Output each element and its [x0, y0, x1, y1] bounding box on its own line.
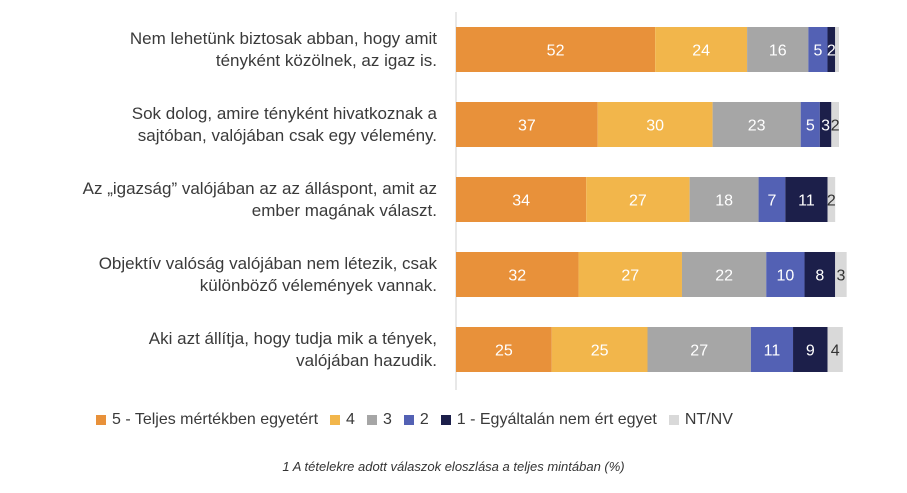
data-label: 3 — [836, 268, 845, 285]
bar-segment — [793, 327, 828, 372]
category-label: Aki azt állítja, hogy tudja mik a tények… — [17, 328, 437, 372]
category-label-line: sajtóban, valójában csak egy vélemény. — [137, 125, 437, 145]
category-label: Az „igazság” valójában az az álláspont, … — [17, 178, 437, 222]
category-label-line: Objektív valóság valójában nem létezik, … — [98, 253, 437, 273]
bar-segment — [800, 102, 820, 147]
legend-label: NT/NV — [684, 411, 733, 428]
data-label: 8 — [815, 268, 824, 285]
legend-label: 3 — [382, 411, 392, 428]
data-label: 23 — [748, 118, 766, 135]
legend-swatch — [440, 415, 451, 425]
bar-segment — [835, 252, 847, 297]
data-label: 2 — [827, 193, 836, 210]
legend-label: 2 — [419, 411, 429, 428]
chart-caption: 1 A tételekre adott válaszok eloszlása a… — [282, 459, 625, 474]
bar-segment — [747, 27, 809, 72]
legend-item: 4 — [330, 411, 355, 429]
data-label: 22 — [715, 268, 733, 285]
bar-segment — [597, 102, 713, 147]
data-label: 10 — [776, 268, 794, 285]
data-label: 2 — [827, 43, 836, 60]
legend-item: NT/NV — [668, 411, 733, 429]
legend-item: 5 - Teljes mértékben egyetért — [96, 411, 318, 429]
data-label: 25 — [591, 343, 609, 360]
legend-swatch — [403, 415, 414, 425]
data-label: 7 — [768, 193, 777, 210]
legend: 5 - Teljes mértékben egyetért 4 3 2 1 - Egyá… — [96, 411, 745, 429]
data-label: 32 — [508, 268, 526, 285]
bar-segment — [551, 327, 648, 372]
data-label: 27 — [629, 193, 647, 210]
bar-segment — [835, 27, 839, 72]
legend-swatch — [330, 415, 341, 425]
data-label: 4 — [831, 343, 840, 360]
bar-segment — [712, 102, 801, 147]
bar-segment — [827, 327, 843, 372]
bar-segment — [785, 177, 828, 222]
bar-segment — [819, 102, 832, 147]
data-label: 25 — [495, 343, 513, 360]
legend-item: 2 — [403, 411, 429, 429]
category-label: Objektív valóság valójában nem létezik, … — [17, 253, 437, 297]
bar-segment — [647, 327, 751, 372]
bar-segment — [758, 177, 786, 222]
bar-segment — [456, 177, 587, 222]
bar-segment — [456, 252, 579, 297]
data-label: 3 — [821, 118, 830, 135]
category-label-line: Sok dolog, amire tényként hivatkoznak a — [131, 103, 437, 123]
category-label-line: Aki azt állítja, hogy tudja mik a tények… — [148, 328, 437, 348]
legend-item: 3 — [366, 411, 392, 429]
category-label-line: ember magának választ. — [251, 200, 437, 220]
legend-swatch — [668, 415, 679, 425]
bar-segment — [456, 327, 552, 372]
data-label: 24 — [692, 43, 710, 60]
data-label: 37 — [518, 118, 536, 135]
bar-segment — [689, 177, 759, 222]
bar-segment — [766, 252, 805, 297]
bar-segment — [808, 27, 828, 72]
category-label-line: különböző vélemények vannak. — [199, 275, 437, 295]
category-label-line: Az „igazság” valójában az az álláspont, … — [82, 178, 437, 198]
bar-segment — [456, 27, 656, 72]
legend-label: 4 — [346, 411, 355, 428]
data-label: 18 — [715, 193, 733, 210]
legend-item: 1 - Egyáltalán nem ért egyet — [440, 411, 657, 429]
legend-label: 1 - Egyáltalán nem ért egyet — [456, 411, 657, 428]
data-label: 11 — [798, 193, 815, 210]
data-label: 9 — [806, 343, 815, 360]
data-label: 30 — [646, 118, 664, 135]
bar-segment — [831, 102, 839, 147]
bar-segment — [586, 177, 690, 222]
category-label: Nem lehetünk biztosak abban, hogy amit té… — [17, 28, 437, 72]
legend-label: 5 - Teljes mértékben egyetért — [112, 411, 319, 428]
bar-segment — [827, 177, 836, 222]
data-label: 34 — [512, 193, 530, 210]
category-label-line: tényként közölnek, az igaz is. — [215, 50, 437, 70]
data-label: 5 — [813, 43, 822, 60]
bar-segment — [827, 27, 836, 72]
legend-swatch — [366, 415, 377, 425]
data-label: 16 — [769, 43, 787, 60]
bar-segment — [750, 327, 794, 372]
data-label: 27 — [621, 268, 639, 285]
bar-segment — [681, 252, 767, 297]
bar-segment — [655, 27, 748, 72]
data-label: 5 — [806, 118, 815, 135]
category-label-line: Nem lehetünk biztosak abban, hogy amit — [129, 28, 437, 48]
data-label: 52 — [547, 43, 565, 60]
data-label: 2 — [831, 118, 840, 135]
bar-segment — [456, 102, 598, 147]
legend-swatch — [96, 415, 106, 425]
bar-segment — [578, 252, 682, 297]
data-label: 27 — [690, 343, 708, 360]
bar-segment — [804, 252, 836, 297]
data-label: 11 — [764, 343, 781, 360]
category-label-line: valójában hazudik. — [296, 350, 437, 370]
